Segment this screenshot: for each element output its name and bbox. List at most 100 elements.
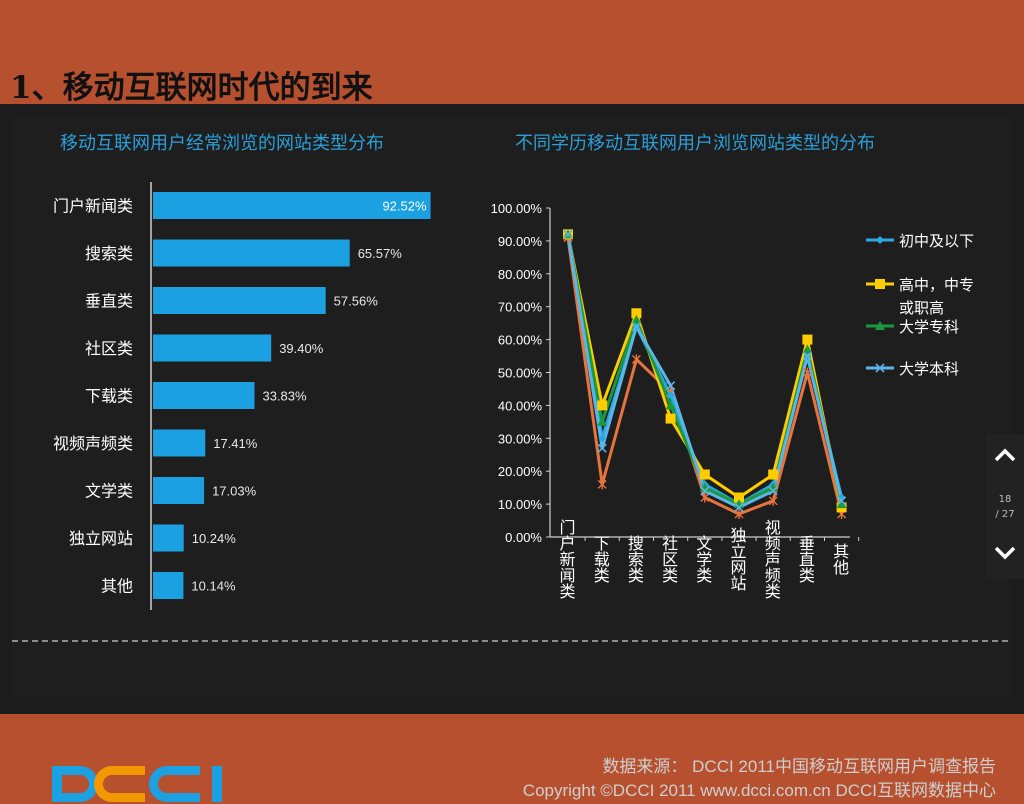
bar-value-label: 92.52% bbox=[382, 199, 427, 214]
bar bbox=[153, 382, 255, 409]
x-tick-label: 垂直类 bbox=[796, 535, 815, 583]
page-indicator: 18 / 27 bbox=[986, 492, 1024, 522]
line-point bbox=[837, 496, 847, 506]
legend-label: 大学本科 bbox=[899, 361, 959, 378]
x-tick-label: 文学类 bbox=[693, 535, 712, 583]
y-tick-label: 50.00% bbox=[498, 366, 543, 381]
footer-source: 数据来源： DCCI 2011中国移动互联网用户调查报告 bbox=[602, 757, 996, 776]
line-point bbox=[699, 469, 710, 480]
chevron-down-icon[interactable] bbox=[993, 540, 1017, 564]
y-tick-label: 10.00% bbox=[498, 497, 543, 512]
bar-category-label: 搜索类 bbox=[85, 245, 133, 263]
line-point bbox=[631, 354, 641, 365]
x-tick-label: 独立网站 bbox=[728, 527, 747, 591]
line-point bbox=[875, 363, 885, 373]
line-point bbox=[875, 279, 885, 289]
legend-label: 高中，中专 bbox=[899, 277, 974, 294]
legend-label: 初中及以下 bbox=[899, 233, 974, 250]
legend-label: 大学专科 bbox=[899, 319, 959, 336]
line-point bbox=[876, 236, 884, 244]
bar-category-label: 独立网站 bbox=[69, 530, 133, 548]
bar bbox=[153, 429, 206, 457]
line-point bbox=[734, 502, 744, 512]
bar-category-label: 社区类 bbox=[85, 340, 133, 358]
dcci-logo bbox=[52, 766, 222, 802]
line-point bbox=[598, 434, 607, 443]
line-point bbox=[597, 479, 607, 490]
y-tick-label: 40.00% bbox=[498, 398, 543, 413]
bar-value-label: 17.41% bbox=[213, 436, 258, 451]
chart-area: 移动互联网用户经常浏览的网站类型分布门户新闻类 92.52% 搜索类 65.57% 垂直… bbox=[12, 116, 1012, 802]
line-point bbox=[665, 413, 676, 424]
line-chart-title: 不同学历移动互联网用户浏览网站类型的分布 bbox=[515, 133, 875, 153]
y-tick-label: 100.00% bbox=[491, 201, 543, 216]
line-point bbox=[734, 492, 744, 503]
y-tick-label: 20.00% bbox=[498, 464, 543, 479]
x-tick-label: 搜索类 bbox=[625, 535, 644, 583]
x-tick-label: 下载类 bbox=[591, 535, 610, 583]
bar-value-label: 17.03% bbox=[212, 484, 257, 499]
line-point bbox=[700, 492, 710, 503]
bar bbox=[153, 524, 184, 552]
bar-category-label: 垂直类 bbox=[85, 293, 133, 311]
bar-category-label: 其他 bbox=[101, 578, 133, 596]
line-point bbox=[768, 495, 778, 506]
bar-category-label: 下载类 bbox=[85, 388, 133, 406]
legend-label: 或职高 bbox=[899, 300, 944, 317]
line-point bbox=[836, 499, 847, 509]
bar-category-label: 视频声频类 bbox=[53, 435, 133, 453]
bar-chart-title: 移动互联网用户经常浏览的网站类型分布 bbox=[60, 133, 384, 153]
y-tick-label: 90.00% bbox=[498, 234, 543, 249]
series-line bbox=[566, 234, 844, 508]
line-point bbox=[666, 391, 675, 400]
line-point bbox=[631, 314, 642, 324]
line-point bbox=[631, 321, 641, 332]
bar-value-label: 10.24% bbox=[192, 531, 237, 546]
bar-category-label: 门户新闻类 bbox=[53, 198, 133, 216]
line-point bbox=[802, 334, 813, 345]
line-point bbox=[768, 469, 779, 480]
slide-title: 1、移动互联网时代的到来 bbox=[10, 70, 373, 106]
bar bbox=[153, 287, 326, 314]
bar-value-label: 39.40% bbox=[279, 341, 324, 356]
line-point bbox=[802, 344, 813, 354]
y-tick-label: 80.00% bbox=[498, 267, 543, 282]
line-point bbox=[597, 416, 608, 426]
line-point bbox=[597, 443, 607, 453]
bar bbox=[153, 192, 431, 219]
line-point bbox=[875, 321, 885, 330]
y-tick-label: 60.00% bbox=[498, 333, 543, 348]
y-tick-label: 30.00% bbox=[498, 431, 543, 446]
bar-value-label: 57.56% bbox=[334, 294, 379, 309]
line-point bbox=[597, 400, 608, 411]
chevron-up-icon[interactable] bbox=[993, 444, 1017, 468]
bar bbox=[153, 572, 184, 599]
x-tick-label: 视频声频类 bbox=[762, 519, 781, 599]
line-point bbox=[802, 351, 812, 361]
bar bbox=[153, 239, 350, 267]
page-total: / 27 bbox=[995, 509, 1015, 520]
line-point bbox=[631, 308, 642, 319]
bar bbox=[153, 334, 272, 362]
line-point bbox=[666, 381, 676, 391]
line-point bbox=[563, 229, 573, 239]
y-tick-label: 70.00% bbox=[498, 300, 543, 315]
bar-value-label: 65.57% bbox=[358, 246, 403, 261]
bar-category-label: 文学类 bbox=[85, 483, 133, 501]
x-tick-label: 门户新闻类 bbox=[557, 519, 576, 599]
line-point bbox=[734, 508, 744, 519]
bar bbox=[153, 477, 205, 504]
x-tick-label: 其他 bbox=[830, 543, 849, 576]
content-panel: 移动互联网用户经常浏览的网站类型分布门户新闻类 92.52% 搜索类 65.57% 垂直… bbox=[0, 104, 1024, 802]
bar-value-label: 33.83% bbox=[262, 389, 307, 404]
page-current: 18 bbox=[998, 494, 1012, 505]
line-point bbox=[802, 367, 812, 378]
line-point bbox=[665, 400, 676, 410]
x-tick-label: 社区类 bbox=[659, 535, 678, 583]
footer-copyright: Copyright ©DCCI 2011 www.dcci.com.cn DCC… bbox=[522, 781, 996, 800]
slide-nav: 18 / 27 bbox=[986, 434, 1024, 579]
y-tick-label: 0.00% bbox=[505, 530, 542, 545]
bar-value-label: 10.14% bbox=[191, 579, 236, 594]
line-point bbox=[700, 486, 710, 496]
